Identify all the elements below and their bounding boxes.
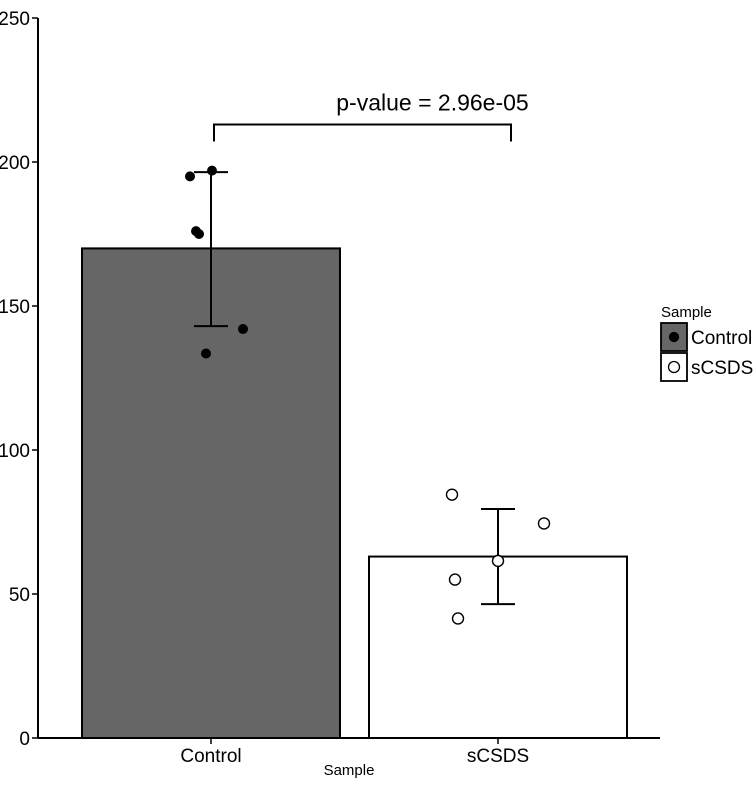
legend-marker-scsds [667,360,681,374]
data-point-scsds [448,573,462,586]
annotation-layer: p-value = 2.96e-05 [213,90,529,142]
points-layer [185,165,551,625]
axes-layer: 0 50 100 150 200 250 Control sCSDS Sample [0,9,660,779]
legend-label-scsds: sCSDS [691,358,753,379]
bars-layer [81,247,628,739]
data-point-control [185,171,195,182]
bar-control [81,247,341,739]
data-point-control [194,229,204,239]
legend-label-control: Control [691,328,752,349]
data-point-scsds [451,612,465,625]
y-tick-label: 50 [9,585,30,606]
x-axis-title: Sample [324,762,375,779]
y-tick-label: 0 [19,729,30,750]
data-point-scsds [537,517,551,530]
legend-title: Sample [661,304,712,321]
y-tick-label: 250 [0,9,30,30]
x-tick-label-control: Control [180,746,241,767]
y-tick-label: 150 [0,297,30,318]
x-tick-label-scsds: sCSDS [467,746,529,767]
data-point-scsds [491,554,505,568]
data-point-scsds [445,488,459,501]
data-point-control [238,324,248,335]
data-point-control [207,165,217,176]
y-tick-label: 200 [0,153,30,174]
y-tick-label: 100 [0,441,30,462]
data-point-control [201,348,211,359]
significance-bracket [213,123,512,142]
legend-layer: Sample Control sCSDS [660,304,753,382]
p-value-annotation: p-value = 2.96e-05 [336,90,528,116]
legend-marker-control [668,331,680,343]
